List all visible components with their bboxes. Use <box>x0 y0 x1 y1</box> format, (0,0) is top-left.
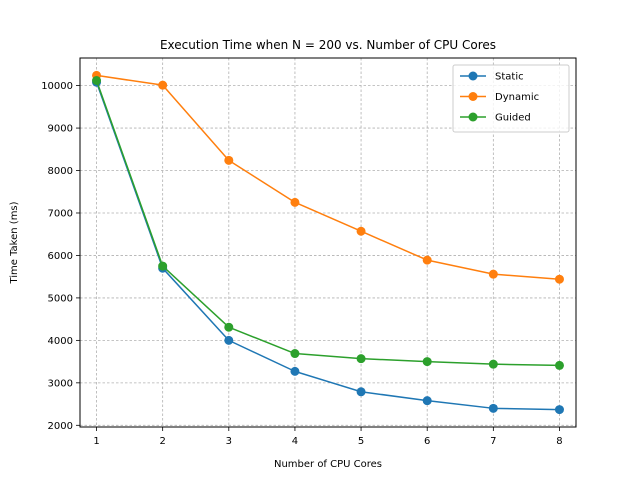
y-tick-label: 10000 <box>41 81 73 92</box>
x-tick-label: 4 <box>292 436 298 447</box>
data-point <box>488 269 498 279</box>
data-point <box>224 322 234 332</box>
plot-frame <box>79 57 577 428</box>
y-axis-label: Time Taken (ms) <box>9 201 20 284</box>
y-tick-label: 3000 <box>48 378 73 389</box>
y-tick-label: 4000 <box>48 336 73 347</box>
data-point <box>554 274 564 284</box>
legend: Static Dynamic Guided <box>452 64 570 133</box>
legend-marker <box>468 92 478 101</box>
x-tick-label: 8 <box>556 436 562 447</box>
series-dynamic <box>92 70 564 284</box>
x-axis-ticks: 1 2 3 4 5 6 7 8 <box>93 427 563 447</box>
data-point <box>422 357 432 367</box>
series-line <box>96 74 560 280</box>
data-point <box>158 80 168 90</box>
legend-item: Dynamic <box>460 92 539 103</box>
legend-label: Guided <box>495 113 531 124</box>
y-tick-label: 5000 <box>48 293 73 304</box>
series-guided <box>92 76 564 370</box>
y-tick-label: 8000 <box>48 166 73 177</box>
data-point <box>488 359 498 369</box>
x-axis-label: Number of CPU Cores <box>274 459 382 470</box>
data-point <box>92 76 102 86</box>
legend-marker <box>468 71 478 81</box>
y-tick-label: 9000 <box>48 124 73 135</box>
y-axis-ticks: 2000 3000 4000 5000 6000 7000 8000 9000 10000 <box>41 81 80 432</box>
data-point <box>224 155 234 165</box>
data-point <box>356 226 366 236</box>
data-point <box>422 255 432 265</box>
y-tick-label: 2000 <box>48 421 73 432</box>
chart-title: Execution Time when N = 200 vs. Number o… <box>160 38 496 52</box>
data-point <box>554 360 564 370</box>
series-line <box>95 80 560 367</box>
x-tick-label: 1 <box>93 436 99 447</box>
data-point <box>554 405 564 415</box>
legend-item: Guided <box>460 112 531 124</box>
data-point <box>158 261 168 271</box>
legend-label: Static <box>495 72 524 83</box>
legend-marker <box>468 112 478 122</box>
legend-item: Static <box>460 71 524 83</box>
series-layer <box>92 70 564 415</box>
legend-label: Dynamic <box>495 92 539 103</box>
x-tick-label: 5 <box>358 436 364 447</box>
x-tick-label: 6 <box>424 436 430 447</box>
x-tick-label: 2 <box>159 436 165 447</box>
data-point <box>356 354 366 364</box>
data-point <box>422 396 432 406</box>
x-tick-label: 7 <box>490 436 496 447</box>
data-point <box>290 197 300 207</box>
series-line <box>95 81 560 411</box>
data-point <box>290 366 300 376</box>
y-tick-label: 7000 <box>48 208 73 219</box>
data-point <box>224 335 234 345</box>
x-tick-label: 3 <box>226 436 232 447</box>
data-point <box>488 403 498 413</box>
data-point <box>356 387 366 397</box>
y-tick-label: 6000 <box>48 251 73 262</box>
data-point <box>290 349 300 359</box>
legend-frame <box>452 64 570 133</box>
